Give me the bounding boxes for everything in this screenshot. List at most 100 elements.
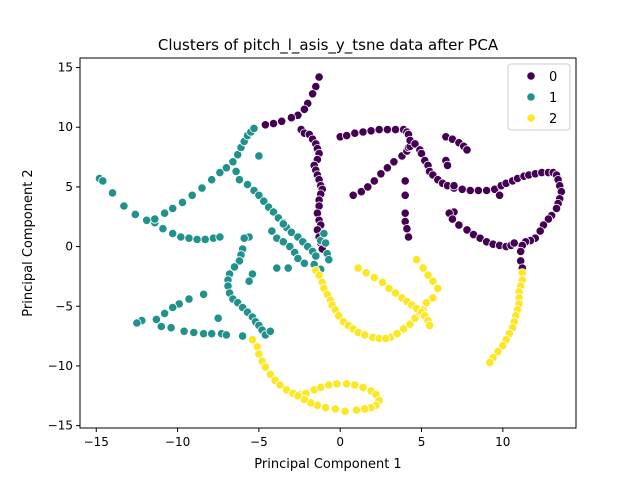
point-cluster-1 bbox=[259, 196, 269, 206]
point-cluster-0 bbox=[389, 157, 399, 167]
point-cluster-0 bbox=[382, 125, 392, 135]
point-cluster-0 bbox=[543, 214, 554, 224]
legend-marker-0 bbox=[526, 71, 536, 81]
point-cluster-0 bbox=[516, 246, 526, 256]
point-cluster-2 bbox=[423, 270, 433, 280]
legend-label-0: 0 bbox=[549, 70, 557, 85]
point-cluster-0 bbox=[366, 126, 376, 136]
point-cluster-1 bbox=[215, 168, 225, 178]
point-cluster-0 bbox=[356, 187, 366, 197]
point-cluster-1 bbox=[283, 263, 293, 273]
point-cluster-1 bbox=[132, 318, 142, 328]
point-cluster-0 bbox=[400, 190, 410, 200]
point-cluster-1 bbox=[184, 233, 194, 243]
point-cluster-1 bbox=[242, 179, 253, 190]
point-cluster-1 bbox=[187, 190, 197, 200]
point-cluster-2 bbox=[424, 320, 435, 330]
y-tick-label: 15 bbox=[58, 61, 73, 75]
point-cluster-1 bbox=[249, 123, 259, 133]
point-cluster-2 bbox=[293, 391, 303, 401]
point-cluster-0 bbox=[462, 145, 472, 155]
point-cluster-1 bbox=[197, 183, 207, 193]
point-cluster-1 bbox=[320, 238, 331, 248]
legend-box bbox=[507, 63, 571, 131]
y-tick-label: 5 bbox=[65, 180, 73, 194]
point-cluster-2 bbox=[359, 330, 370, 340]
point-cluster-2 bbox=[493, 346, 503, 357]
point-cluster-1 bbox=[166, 323, 176, 333]
point-cluster-0 bbox=[348, 190, 358, 200]
x-axis-label: Principal Component 1 bbox=[254, 457, 401, 472]
point-cluster-1 bbox=[184, 294, 194, 304]
point-cluster-1 bbox=[272, 263, 282, 273]
legend: 0 1 2 bbox=[507, 63, 571, 131]
point-cluster-1 bbox=[215, 232, 225, 242]
legend-marker-2 bbox=[526, 113, 536, 123]
point-cluster-1 bbox=[268, 207, 279, 217]
point-cluster-1 bbox=[158, 224, 168, 234]
point-cluster-1 bbox=[199, 329, 209, 339]
x-tick-label: 0 bbox=[336, 435, 344, 449]
y-tick-label: −5 bbox=[55, 299, 73, 313]
point-cluster-1 bbox=[176, 232, 186, 242]
point-cluster-0 bbox=[457, 184, 467, 194]
point-cluster-2 bbox=[350, 380, 360, 390]
point-cluster-1 bbox=[192, 234, 202, 244]
point-cluster-1 bbox=[221, 330, 231, 340]
point-cluster-1 bbox=[285, 242, 295, 252]
x-tick-label: −5 bbox=[250, 435, 268, 449]
point-cluster-2 bbox=[421, 298, 431, 308]
point-cluster-1 bbox=[160, 308, 170, 318]
point-cluster-1 bbox=[221, 163, 231, 173]
point-cluster-1 bbox=[177, 197, 188, 207]
point-cluster-2 bbox=[320, 403, 331, 413]
point-cluster-2 bbox=[316, 382, 326, 392]
point-cluster-1 bbox=[234, 175, 244, 185]
point-cluster-1 bbox=[267, 226, 277, 236]
point-cluster-2 bbox=[361, 268, 371, 278]
point-cluster-2 bbox=[418, 263, 428, 273]
legend-marker-1 bbox=[526, 92, 536, 102]
point-cluster-0 bbox=[299, 104, 309, 114]
point-cluster-1 bbox=[207, 175, 217, 185]
point-cluster-1 bbox=[142, 215, 152, 225]
point-cluster-2 bbox=[247, 335, 257, 345]
point-cluster-2 bbox=[265, 369, 275, 379]
point-cluster-2 bbox=[398, 324, 409, 334]
point-cluster-1 bbox=[151, 314, 161, 324]
point-cluster-2 bbox=[381, 333, 391, 344]
point-cluster-0 bbox=[358, 127, 368, 137]
point-cluster-2 bbox=[369, 272, 379, 283]
point-cluster-1 bbox=[293, 253, 303, 264]
y-tick-label: −10 bbox=[48, 359, 73, 373]
point-cluster-1 bbox=[207, 329, 217, 339]
point-cluster-2 bbox=[353, 263, 363, 273]
x-axis-ticks: −15 −10 −5 0 5 10 bbox=[84, 428, 510, 449]
point-cluster-0 bbox=[314, 72, 324, 82]
point-cluster-1 bbox=[98, 176, 108, 186]
point-cluster-1 bbox=[231, 166, 241, 176]
point-cluster-2 bbox=[340, 406, 350, 416]
point-cluster-0 bbox=[410, 139, 420, 149]
point-cluster-1 bbox=[238, 331, 248, 341]
point-cluster-2 bbox=[390, 288, 401, 298]
point-cluster-2 bbox=[351, 405, 362, 415]
point-cluster-2 bbox=[324, 380, 334, 390]
point-cluster-1 bbox=[160, 208, 170, 218]
point-cluster-0 bbox=[442, 160, 453, 170]
y-tick-label: 10 bbox=[58, 120, 73, 134]
point-cluster-1 bbox=[179, 326, 189, 336]
point-cluster-2 bbox=[392, 329, 402, 339]
point-cluster-0 bbox=[369, 176, 379, 186]
point-cluster-2 bbox=[411, 255, 422, 265]
point-cluster-1 bbox=[319, 228, 329, 239]
point-cluster-1 bbox=[278, 237, 288, 247]
point-cluster-0 bbox=[382, 163, 392, 173]
point-cluster-0 bbox=[454, 220, 464, 230]
x-tick-label: −10 bbox=[165, 435, 190, 449]
point-cluster-1 bbox=[168, 203, 178, 213]
point-cluster-1 bbox=[150, 214, 160, 224]
point-cluster-0 bbox=[400, 208, 410, 218]
point-cluster-2 bbox=[428, 293, 438, 303]
